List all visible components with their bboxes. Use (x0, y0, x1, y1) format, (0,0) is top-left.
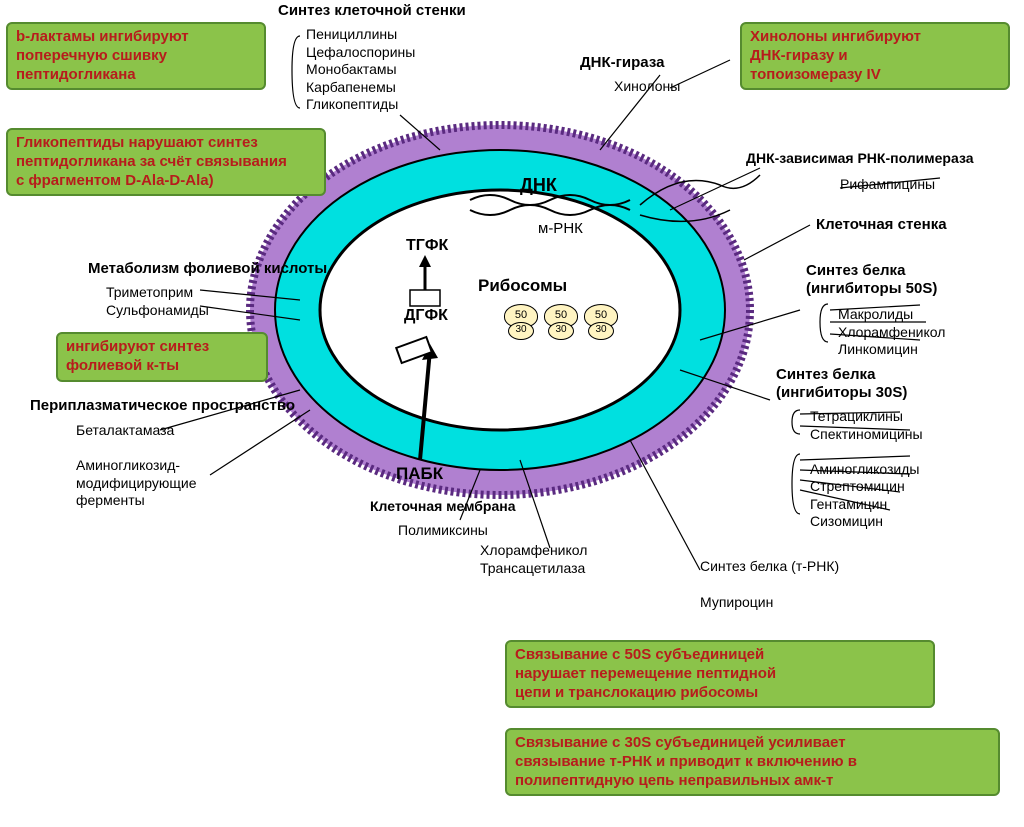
drugs-gyrase: Хинолоны (614, 78, 680, 96)
drugs-trna: Мупироцин (700, 594, 773, 612)
ribosome-3: 50 30 (582, 304, 618, 340)
ribosome-30s: 30 (508, 322, 534, 340)
drugs-transacetylase: ХлорамфениколТрансацетилаза (480, 542, 587, 577)
drugs-protein30: ТетрациклиныСпектиномицины Аминогликозид… (810, 408, 923, 531)
label-tgfk: ТГФК (406, 236, 448, 255)
header-protein50: Синтез белка(ингибиторы 50S) (806, 262, 937, 298)
header-protein30: Синтез белка(ингибиторы 30S) (776, 366, 907, 402)
drugs-membrane: Полимиксины (398, 522, 488, 540)
drugs-periplasm: Беталактамаза Аминогликозид-модифицирующ… (76, 422, 197, 510)
label-pabk: ПАБК (396, 464, 443, 484)
header-protein-trna: Синтез белка (т-РНК) (700, 558, 839, 575)
header-cellwall-synth: Синтез клеточной стенки (278, 2, 466, 20)
ribosome-1: 50 30 (502, 304, 538, 340)
callout-folate: ингибируют синтезфолиевой к-ты (56, 332, 268, 382)
callout-glycopeptides: Гликопептиды нарушают синтезпептидоглика… (6, 128, 326, 196)
label-dna: ДНК (520, 175, 557, 197)
callout-quinolones: Хинолоны ингибируютДНК-гиразу итопоизоме… (740, 22, 1010, 90)
drugs-cellwall: ПенициллиныЦефалоспориныМонобактамыКарба… (306, 26, 415, 114)
drugs-folate: ТриметопримСульфонамиды (106, 284, 209, 319)
callout-betalactams: b-лактамы ингибируютпоперечную сшивкупеп… (6, 22, 266, 90)
header-rna-polymerase: ДНК-зависимая РНК-полимераза (746, 150, 974, 167)
label-ribosomes: Рибосомы (478, 276, 567, 296)
header-dna-gyrase: ДНК-гираза (580, 54, 664, 72)
header-folate-metab: Метаболизм фолиевой кислоты (88, 260, 327, 278)
label-mrna: м-РНК (538, 220, 583, 238)
ribosome-2: 50 30 (542, 304, 578, 340)
header-cell-membrane: Клеточная мембрана (370, 498, 516, 515)
header-periplasm: Периплазматическое пространство (30, 397, 295, 415)
header-cellwall: Клеточная стенка (816, 216, 947, 234)
callout-30s: Связывание с 30S субъединицей усиливаетс… (505, 728, 1000, 796)
label-dgfk: ДГФК (404, 306, 448, 325)
callout-50s: Связывание с 50S субъединицейнарушает пе… (505, 640, 935, 708)
drugs-protein50: МакролидыХлорамфениколЛинкомицин (838, 306, 945, 359)
drugs-rnapol: Рифампицины (840, 176, 935, 194)
